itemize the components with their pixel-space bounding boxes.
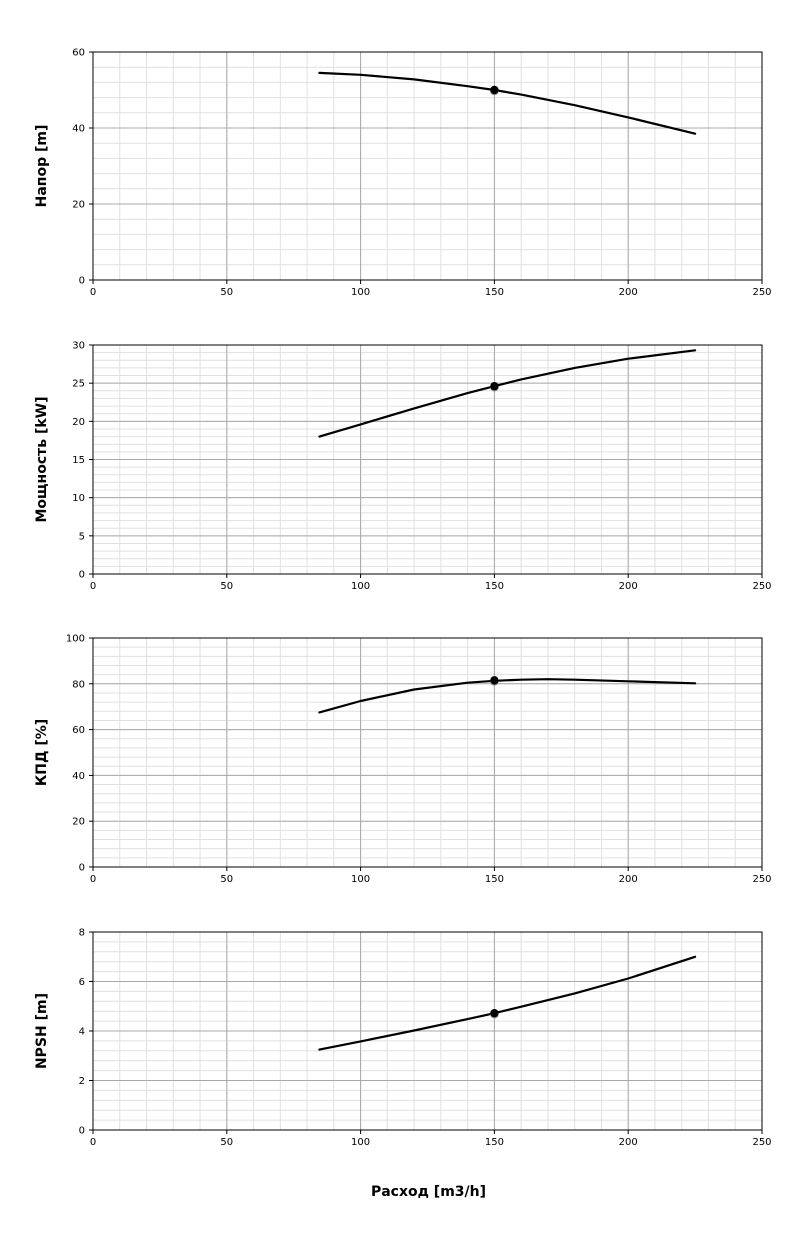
plot-frame <box>92 51 763 281</box>
x-tick-label: 100 <box>351 287 370 298</box>
y-tick-label: 10 <box>72 493 85 504</box>
y-tick-label: 0 <box>79 1126 85 1137</box>
x-tick-label: 200 <box>619 287 638 298</box>
plot-frame <box>92 637 763 868</box>
x-tick-label: 250 <box>752 874 771 885</box>
x-tick-label: 250 <box>752 581 771 592</box>
x-tick-label: 200 <box>619 1137 638 1148</box>
performance-curve <box>318 349 697 438</box>
duty-point-marker <box>490 85 499 95</box>
y-tick-label: 60 <box>72 725 85 736</box>
x-tick-label: 50 <box>220 874 233 885</box>
x-tick-label: 50 <box>220 287 233 298</box>
duty-point-marker <box>490 1008 499 1018</box>
y-tick-label: 20 <box>72 417 85 428</box>
y-tick-label: 20 <box>72 200 85 211</box>
y-tick-label: 2 <box>79 1076 85 1087</box>
y-tick-label: 0 <box>79 863 85 874</box>
x-tick-label: 200 <box>619 581 638 592</box>
y-tick-label: 40 <box>72 124 85 135</box>
y-tick-label: 15 <box>72 455 85 466</box>
y-tick-label: 8 <box>79 928 85 939</box>
duty-point-marker <box>490 676 499 685</box>
x-tick-label: 50 <box>220 581 233 592</box>
x-tick-label: 150 <box>485 874 504 885</box>
x-tick-label: 0 <box>90 1137 96 1148</box>
y-tick-label: 100 <box>66 634 85 645</box>
y-tick-label: 80 <box>72 679 85 690</box>
y-axis-title: Напор [m] <box>34 125 50 208</box>
x-tick-label: 150 <box>485 581 504 592</box>
chart-panel-3: 0 50 100 150 200 250 0 20 40 60 80 100 КПД [%] <box>34 634 772 886</box>
x-tick-label: 100 <box>351 1137 370 1148</box>
y-tick-label: 6 <box>79 977 85 988</box>
x-tick-label: 0 <box>90 874 96 885</box>
y-tick-label: 60 <box>72 48 85 59</box>
x-tick-label: 0 <box>90 581 96 592</box>
y-tick-label: 0 <box>79 570 85 581</box>
x-tick-label: 250 <box>752 287 771 298</box>
x-tick-label: 100 <box>351 874 370 885</box>
x-tick-label: 150 <box>485 1137 504 1148</box>
x-tick-label: 100 <box>351 581 370 592</box>
x-tick-label: 0 <box>90 287 96 298</box>
x-tick-label: 150 <box>485 287 504 298</box>
performance-curve <box>318 955 697 1051</box>
y-axis-title: NPSH [m] <box>34 993 50 1069</box>
chart-panel-2: 0 50 100 150 200 250 0 5 10 15 20 25 30 Мощность [kW] <box>34 341 772 593</box>
x-axis-title: Расход [m3/h] <box>371 1184 486 1200</box>
y-tick-label: 20 <box>72 817 85 828</box>
y-tick-label: 40 <box>72 771 85 782</box>
y-tick-label: 5 <box>79 531 85 542</box>
y-tick-label: 0 <box>79 276 85 287</box>
x-tick-label: 200 <box>619 874 638 885</box>
x-tick-label: 50 <box>220 1137 233 1148</box>
y-axis-title: КПД [%] <box>34 719 50 786</box>
x-tick-label: 250 <box>752 1137 771 1148</box>
duty-point-marker <box>490 382 499 391</box>
y-tick-label: 25 <box>72 379 85 390</box>
chart-panel-4: 0 50 100 150 200 250 0 2 4 6 8 NPSH [m] Расход [m3/h… <box>34 928 772 1201</box>
y-axis-title: Мощность [kW] <box>34 396 50 522</box>
y-tick-label: 30 <box>72 341 85 352</box>
chart-panel-1: 0 50 100 150 200 250 0 20 40 60 Напор [m] <box>34 48 772 299</box>
y-tick-label: 4 <box>79 1027 85 1038</box>
performance-curve <box>318 678 697 714</box>
